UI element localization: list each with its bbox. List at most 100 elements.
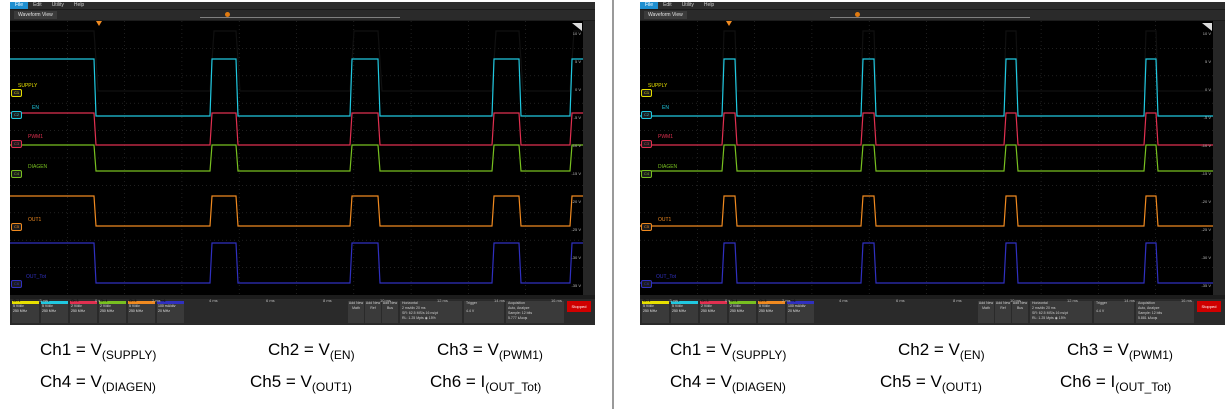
menu-help[interactable]: Help (703, 2, 715, 8)
oscilloscope-window: File Edit Utility Help Waveform View C1 SUPP… (640, 2, 1225, 325)
trigger-title: Trigger (466, 301, 477, 305)
add-button[interactable]: Add New Bus (382, 301, 398, 323)
channel-badge-c1[interactable]: C1 (641, 89, 652, 97)
channel-badge-c5[interactable]: C5 (11, 223, 22, 231)
menu-file[interactable]: File (10, 2, 29, 9)
trace-c2[interactable] (640, 58, 1213, 117)
menu-file[interactable]: File (640, 2, 659, 9)
channel-settings-c6[interactable]: Ch 6 100 mA/div 20 MHz (787, 299, 814, 323)
y-axis-label: -20 V (1201, 199, 1211, 204)
channel-badge-c3[interactable]: C3 (641, 140, 652, 148)
menu-edit[interactable]: Edit (33, 2, 42, 8)
trace-c5[interactable] (640, 195, 1213, 227)
trace-c1[interactable] (640, 30, 1213, 92)
channel-scale: 5 V/div (672, 304, 683, 308)
channel-settings-c6[interactable]: Ch 6 100 mA/div 20 MHz (157, 299, 184, 323)
caption-ch4: Ch4 = V(DIAGEN) (670, 372, 786, 394)
channel-scale: 5 V/div (129, 304, 140, 308)
run-stop-button[interactable]: Stopped (1197, 301, 1221, 312)
add-button[interactable]: Add New Ref (365, 301, 381, 323)
caption-ch5: Ch5 = V(OUT1) (250, 372, 352, 394)
trace-c2[interactable] (10, 58, 583, 117)
channel-badge-c6[interactable]: C6 (11, 280, 22, 288)
caption-ch3: Ch3 = V(PWM1) (1067, 340, 1173, 362)
y-axis-label: -30 V (1201, 255, 1211, 260)
trace-c6[interactable] (640, 242, 1213, 284)
channel-badge-c4[interactable]: C4 (641, 170, 652, 178)
channel-badge-c5[interactable]: C5 (641, 223, 652, 231)
trace-c5[interactable] (10, 195, 583, 227)
channel-badge-c3[interactable]: C3 (11, 140, 22, 148)
view-bar (10, 10, 595, 20)
x-axis-label: 16 ms (551, 298, 562, 303)
y-axis-label: -10 V (571, 143, 581, 148)
waveform-plot[interactable]: C1 SUPPLY C2 EN C3 PWM1 C4 DIAGEN C5 OUT1 C6 OUT_To… (640, 21, 1213, 295)
channel-scale: 5 V/div (42, 304, 53, 308)
y-axis-label: 10 V (1202, 31, 1211, 36)
channel-settings-title: Ch 1 (643, 299, 651, 303)
add-button[interactable]: Add New Math (348, 301, 364, 323)
trigger-position-icon[interactable] (726, 21, 732, 26)
trigger-settings[interactable]: Trigger 4.4 V (1094, 301, 1134, 323)
acquisition-line: Auto, Analyze (508, 306, 530, 310)
add-button[interactable]: Add New Ref (995, 301, 1011, 323)
channel-badge-c1[interactable]: C1 (11, 89, 22, 97)
horizontal-settings[interactable]: Horizontal 2 ms/div 20 ms SR: 62.5 MS/s 16… (400, 301, 462, 323)
channel-scale: 100 mA/div (158, 304, 176, 308)
horizontal-settings[interactable]: Horizontal 2 ms/div 20 ms SR: 62.5 MS/s 16… (1030, 301, 1092, 323)
x-axis-label: 8 ms (323, 298, 332, 303)
y-axis-label: -5 V (573, 115, 581, 120)
trace-c3[interactable] (10, 112, 583, 146)
trigger-position-icon[interactable] (96, 21, 102, 26)
run-stop-button[interactable]: Stopped (567, 301, 591, 312)
y-axis-label: -25 V (571, 227, 581, 232)
acquisition-line: Sample: 12 bits (1138, 311, 1163, 315)
acquisition-settings[interactable]: Acquisition Auto, Analyze Sample: 12 bits 5… (1136, 301, 1194, 323)
trace-c4[interactable] (10, 144, 583, 172)
acquisition-settings[interactable]: Acquisition Auto, Analyze Sample: 12 bits 5… (506, 301, 564, 323)
x-axis-label: 14 ms (494, 298, 505, 303)
menu-help[interactable]: Help (73, 2, 85, 8)
channel-badge-c2[interactable]: C2 (641, 111, 652, 119)
menu-utility[interactable]: Utility (51, 2, 64, 8)
channel-badge-c4[interactable]: C4 (11, 170, 22, 178)
trigger-position-knob[interactable] (225, 12, 230, 17)
add-button[interactable]: Add New Math (978, 301, 994, 323)
timeline-overview[interactable] (200, 12, 400, 18)
panel-divider (612, 0, 614, 409)
channel-badge-c2[interactable]: C2 (11, 111, 22, 119)
trace-c1[interactable] (10, 30, 583, 92)
channel-settings-title: Ch 2 (42, 299, 50, 303)
graticule (10, 21, 583, 295)
horizontal-line: Horizontal (1032, 301, 1048, 305)
menu-edit[interactable]: Edit (663, 2, 672, 8)
y-axis-label: -25 V (1201, 227, 1211, 232)
trace-c3[interactable] (640, 112, 1213, 146)
waveform-traces (640, 21, 1213, 295)
channel-badge-c6[interactable]: C6 (641, 280, 652, 288)
horizontal-line: RL: 1.25 Mpts ◉ 15% (1032, 316, 1066, 320)
trace-c4[interactable] (640, 144, 1213, 172)
trigger-position-knob[interactable] (855, 12, 860, 17)
menu-utility[interactable]: Utility (681, 2, 694, 8)
waveform-plot[interactable]: C1 SUPPLY C2 EN C3 PWM1 C4 DIAGEN C5 OUT1 C6 OUT_To… (10, 21, 583, 295)
x-axis-label: 12 ms (1067, 298, 1078, 303)
add-button[interactable]: Add New Bus (1012, 301, 1028, 323)
trace-c6[interactable] (10, 242, 583, 284)
timeline-overview[interactable] (830, 12, 1030, 18)
x-axis-label: 6 ms (896, 298, 905, 303)
trigger-settings[interactable]: Trigger 4.4 V (464, 301, 504, 323)
y-axis-label: 0 V (1204, 87, 1211, 92)
channel-bandwidth: 250 MHz (701, 309, 716, 313)
horizontal-line: 2 ms/div 20 ms (1032, 306, 1056, 310)
